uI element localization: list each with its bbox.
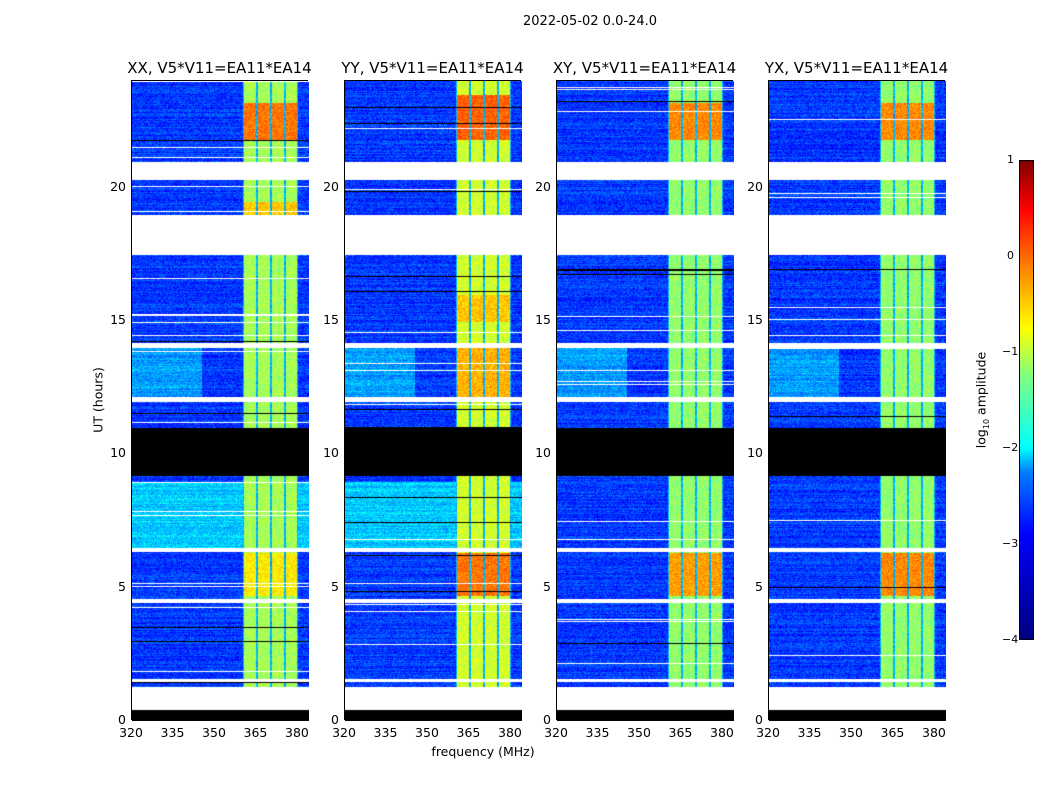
heatmap-image <box>132 81 309 721</box>
colorbar-tick-label: −4 <box>1002 633 1019 646</box>
panel-title: XY, V5*V11=EA11*EA14 <box>552 59 737 77</box>
y-tick-label: 20 <box>110 178 126 194</box>
x-tick-label: 320 <box>756 725 780 740</box>
y-tick-label: 10 <box>747 445 763 461</box>
x-tick-label: 320 <box>544 725 568 740</box>
colorbar-tick-label: −1 <box>1002 345 1019 358</box>
y-tick-label: 15 <box>110 312 126 327</box>
x-tick-label: 380 <box>710 725 734 740</box>
x-axis-label: frequency (MHz) <box>431 744 535 759</box>
colorbar-label: log10 amplitude <box>973 351 991 449</box>
x-tick-label: 320 <box>119 725 143 740</box>
y-axis-label: UT (hours) <box>90 367 106 433</box>
x-tick-label: 350 <box>627 725 651 740</box>
heatmap-image <box>345 81 522 721</box>
heatmap-panel-2 <box>344 80 522 721</box>
heatmap-image <box>769 81 946 721</box>
x-tick-label: 365 <box>456 725 481 740</box>
y-tick-label: 5 <box>118 578 126 594</box>
colorbar-tick-label: 0 <box>1007 249 1014 262</box>
y-tick-label: 10 <box>323 445 339 461</box>
y-tick-label: 5 <box>331 578 339 594</box>
y-tick-label: 0 <box>755 712 763 727</box>
y-tick-label: 10 <box>110 445 126 461</box>
x-tick-label: 335 <box>373 725 398 740</box>
x-tick-label: 365 <box>243 725 268 740</box>
heatmap-panel-4 <box>768 80 946 721</box>
heatmap-image <box>557 81 734 721</box>
y-tick-label: 20 <box>747 178 763 194</box>
x-tick-label: 380 <box>498 725 522 740</box>
y-tick-label: 20 <box>535 178 551 194</box>
y-tick-label: 0 <box>331 712 339 727</box>
heatmap-panel-1 <box>131 80 309 721</box>
colorbar-tick-label: −3 <box>1002 537 1019 550</box>
colorbar-tick-label: −2 <box>1002 441 1019 454</box>
x-tick-label: 335 <box>160 725 185 740</box>
y-tick-label: 0 <box>118 712 126 727</box>
y-tick-label: 15 <box>323 312 339 327</box>
y-tick-label: 15 <box>535 312 551 327</box>
panel-title: XX, V5*V11=EA11*EA14 <box>127 59 312 77</box>
y-tick-label: 15 <box>747 312 763 327</box>
heatmap-panel-3 <box>556 80 734 721</box>
y-tick-label: 10 <box>535 445 551 461</box>
x-tick-label: 380 <box>285 725 309 740</box>
panel-title: YY, V5*V11=EA11*EA14 <box>341 59 524 77</box>
x-tick-label: 320 <box>332 725 356 740</box>
x-tick-label: 365 <box>880 725 905 740</box>
colorbar <box>1019 160 1034 640</box>
y-tick-label: 5 <box>543 578 551 594</box>
figure-title: 2022-05-02 0.0-24.0 <box>523 14 657 29</box>
x-tick-label: 335 <box>585 725 610 740</box>
x-tick-label: 335 <box>797 725 822 740</box>
x-tick-label: 365 <box>668 725 693 740</box>
colorbar-tick-label: 1 <box>1007 153 1014 166</box>
x-tick-label: 350 <box>202 725 226 740</box>
y-tick-label: 0 <box>543 712 551 727</box>
panel-title: YX, V5*V11=EA11*EA14 <box>764 59 949 77</box>
x-tick-label: 350 <box>839 725 863 740</box>
y-tick-label: 20 <box>323 178 339 194</box>
x-tick-label: 380 <box>922 725 946 740</box>
x-tick-label: 350 <box>415 725 439 740</box>
y-tick-label: 5 <box>755 578 763 594</box>
